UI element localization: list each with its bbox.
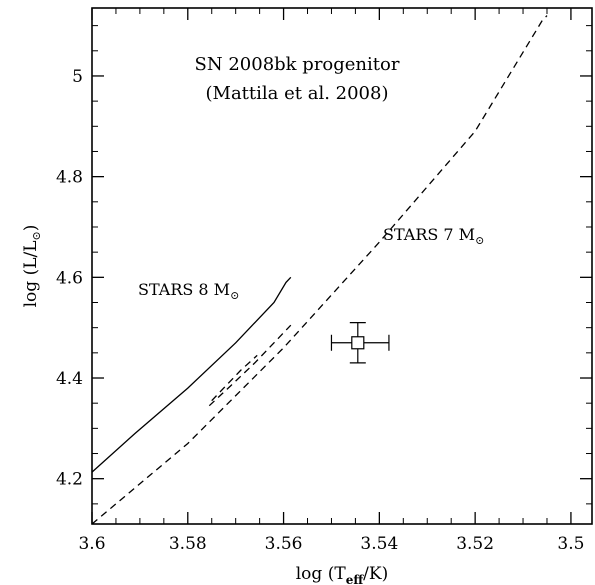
y-axis-label: log (L/L⊙) <box>21 225 43 308</box>
y-tick-label: 4.4 <box>56 369 83 389</box>
y-axis-label-main: log (L/L <box>21 240 41 307</box>
x-axis-label-main: log (T <box>296 564 347 584</box>
x-tick-label: 3.56 <box>265 534 303 554</box>
series-label-stars-7-sub: ⊙ <box>475 234 484 247</box>
y-tick-label: 4.8 <box>56 168 83 188</box>
x-axis-label-sub: eff <box>346 573 365 585</box>
series-label-stars-8-main: STARS 8 M <box>138 280 230 299</box>
dashed-track-line-2 <box>208 324 292 407</box>
y-tick-label: 5 <box>72 67 83 87</box>
dashed-track-line-3 <box>211 354 258 402</box>
axis-tick-labels: 3.6 3.58 3.56 3.54 3.52 3.5 4.2 4.4 4.6 4.8 5 <box>56 67 584 554</box>
plot-frame <box>91 7 593 525</box>
x-tick-label: 3.5 <box>557 534 584 554</box>
progenitor-data-point <box>351 336 365 350</box>
series-label-stars-7-main: STARS 7 M <box>383 225 475 244</box>
solid-track-line-0 <box>91 276 292 473</box>
series-label-stars-7: STARS 7 M⊙ <box>383 225 484 247</box>
y-axis-label-end: ) <box>21 225 41 232</box>
y-tick-label: 4.6 <box>56 268 83 288</box>
annotation-line-2: (Mattila et al. 2008) <box>206 83 389 104</box>
annotation-line-1: SN 2008bk progenitor <box>195 54 400 75</box>
dashed-track-line-1 <box>91 15 548 525</box>
axis-ticks <box>91 8 592 524</box>
x-tick-label: 3.52 <box>456 534 494 554</box>
y-tick-label: 4.2 <box>56 470 83 490</box>
x-tick-label: 3.54 <box>360 534 398 554</box>
x-tick-label: 3.6 <box>78 534 105 554</box>
x-tick-label: 3.58 <box>169 534 207 554</box>
series-label-stars-8-sub: ⊙ <box>230 289 239 302</box>
x-axis-label-end: /K) <box>363 564 388 584</box>
x-axis-label: log (Teff/K) <box>296 564 388 585</box>
data-points-layer <box>330 322 390 364</box>
y-axis-label-sub: ⊙ <box>30 231 43 240</box>
series-layer <box>91 15 548 525</box>
series-label-stars-8: STARS 8 M⊙ <box>138 280 239 302</box>
